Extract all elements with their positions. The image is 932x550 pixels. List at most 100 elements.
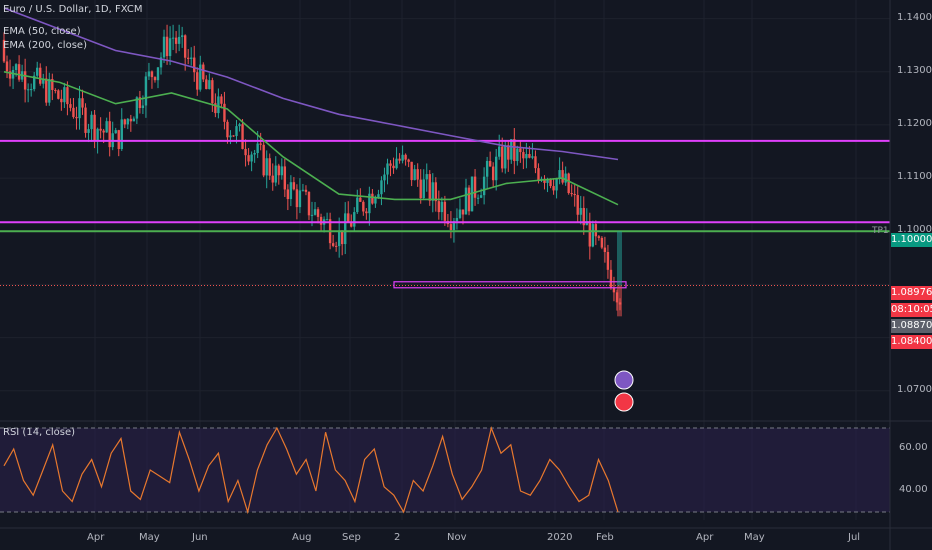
candle-body [467,187,471,212]
candle-body [17,64,21,80]
candle-body [516,148,519,162]
candle-body [132,118,136,122]
candle-body [334,245,338,247]
candle-body [407,159,410,162]
candle-body [165,36,169,57]
candle-body [75,116,78,119]
candle-body [235,126,238,137]
candle-body [353,212,356,227]
earnings-flag-icon[interactable] [614,392,634,412]
candle-body [594,224,598,237]
ema200-legend[interactable]: EMA (200, close) [3,40,87,51]
time-tick: Jun [192,532,208,543]
candle-body [597,236,601,238]
time-tick: May [744,532,765,543]
candle-body [274,165,277,183]
candle-body [588,221,592,247]
time-tick: Feb [596,532,614,543]
candle-body [60,98,63,103]
candle-body [265,158,268,176]
time-tick: Nov [447,532,467,543]
candle-body [488,160,492,167]
candle-body [271,175,274,183]
candle-body [99,128,102,131]
candle-body [144,76,148,106]
candle-body [491,166,495,181]
support-zone-box[interactable] [393,281,627,289]
candle-body [386,163,389,175]
price-badge: 1.10000 [891,233,932,247]
candle-body [383,174,386,181]
stop-position-box[interactable] [617,285,622,317]
candle-body [5,61,9,72]
candle-body [458,209,462,218]
event-flag-icon[interactable] [614,370,634,390]
candle-body [337,230,341,247]
candle-body [609,269,613,288]
candle-body [226,121,229,138]
candle-body [117,130,120,150]
candle-body [250,154,253,162]
candle-body [615,292,619,303]
candle-body [283,166,287,190]
symbol-title[interactable]: Euro / U.S. Dollar, 1D, FXCM [3,4,143,15]
candle-body [114,130,117,134]
candle-body [546,179,549,183]
candle-body [555,178,558,191]
candle-body [368,193,371,214]
candle-body [298,190,302,208]
candle-body [513,139,516,162]
horizontal-lines[interactable] [0,139,890,286]
candle-body [449,224,453,230]
candle-body [392,165,395,169]
candle-body [564,173,567,183]
candle-body [440,201,444,213]
time-tick: Apr [87,532,105,543]
candle-body [63,87,66,103]
candle-body [494,156,498,181]
candle-body [359,197,362,202]
candle-body [262,144,265,176]
candle-body [377,194,380,198]
time-tick: Sep [342,532,361,543]
candle-body [362,201,365,212]
candle-body [558,170,561,179]
candle-body [606,252,610,270]
candle-body [603,247,607,253]
candle-body [54,89,57,91]
candle-body [310,214,314,216]
candle-body [413,169,416,181]
candle-body [232,135,235,137]
price-tick: 1.13000 [897,64,932,76]
rsi-legend[interactable]: RSI (14, close) [3,427,76,438]
candle-body [32,75,36,90]
candle-body [395,158,398,169]
candle-body [183,35,187,58]
target-position-box[interactable] [617,231,622,286]
candles [2,24,622,311]
ema50-legend[interactable]: EMA (50, close) [3,26,81,37]
candle-body [247,155,250,162]
candle-body [81,98,84,108]
candle-body [434,182,438,202]
candle-body [57,90,60,99]
drawing-markers[interactable] [393,231,634,412]
candle-body [428,174,431,201]
tp-label: TP1 [872,226,889,236]
candle-body [66,87,69,105]
candle-body [51,78,54,90]
candle-body [510,139,513,160]
candle-body [612,287,616,293]
candle-body [582,207,585,226]
candle-body [268,158,271,176]
candle-body [229,135,232,138]
price-badge: 1.08400 [891,335,932,349]
candle-body [87,129,90,133]
time-tick: Jul [848,532,861,543]
candle-body [398,158,401,161]
candle-body [416,169,419,180]
candle-body [241,124,244,149]
candle-body [45,78,48,103]
